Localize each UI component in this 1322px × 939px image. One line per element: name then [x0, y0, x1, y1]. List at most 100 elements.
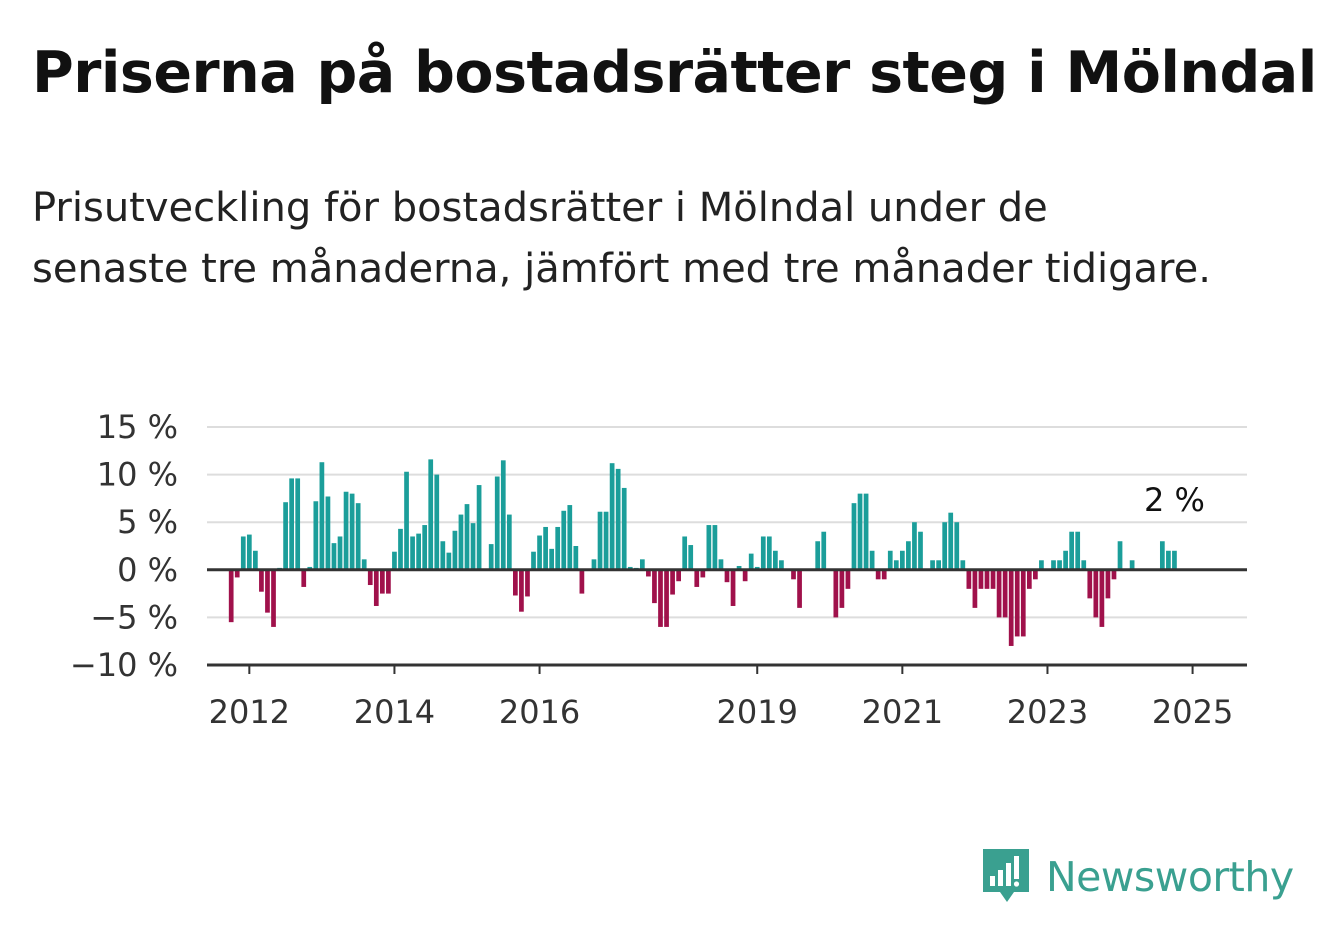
bar	[519, 569, 524, 612]
bar	[476, 485, 482, 570]
bar	[537, 535, 542, 570]
bar	[422, 525, 428, 570]
bar	[386, 569, 391, 594]
bar	[688, 545, 694, 570]
bar	[972, 569, 978, 608]
bar	[597, 511, 603, 570]
bar	[694, 569, 700, 587]
bar	[289, 478, 295, 570]
bar	[337, 536, 343, 570]
bar	[259, 569, 264, 592]
x-tick-label: 2016	[499, 693, 580, 731]
bar	[899, 550, 905, 570]
newsworthy-logo: Newsworthy	[980, 846, 1294, 908]
bar	[531, 551, 536, 570]
bar	[253, 550, 258, 570]
bar	[682, 536, 688, 570]
bar	[1057, 560, 1062, 570]
x-tick-label: 2014	[354, 693, 435, 731]
bar	[1159, 541, 1165, 570]
bar	[398, 528, 403, 570]
bar	[906, 541, 911, 570]
bar	[1111, 569, 1117, 580]
bar	[706, 525, 712, 570]
bar	[664, 569, 669, 627]
bar	[525, 569, 530, 597]
bar	[766, 536, 772, 570]
y-tick-label: −5 %	[90, 598, 178, 636]
bar	[942, 522, 948, 570]
bar	[1069, 531, 1075, 570]
bar	[428, 459, 434, 570]
bar	[579, 569, 585, 594]
x-tick-label: 2012	[209, 693, 290, 731]
bar	[464, 504, 470, 570]
bar	[730, 569, 736, 606]
bar	[912, 522, 917, 570]
bar	[1008, 569, 1014, 646]
bar	[748, 553, 754, 570]
bar	[954, 522, 960, 570]
bar	[1026, 569, 1032, 589]
bar	[500, 460, 506, 570]
bar	[1039, 560, 1044, 570]
bar	[742, 569, 748, 582]
bar	[373, 569, 379, 606]
bar	[930, 560, 935, 570]
bar	[1075, 531, 1081, 570]
bar	[1033, 569, 1038, 580]
bar	[434, 474, 440, 570]
x-tick-label: 2025	[1152, 693, 1233, 731]
bar	[1117, 541, 1123, 570]
bar	[392, 551, 397, 570]
bar	[458, 514, 464, 570]
bar	[410, 536, 415, 570]
bar	[494, 476, 500, 570]
bar	[1081, 560, 1087, 570]
bar	[978, 569, 984, 589]
bar	[821, 531, 827, 570]
bar	[845, 569, 851, 589]
bar	[1020, 569, 1026, 637]
bar	[301, 569, 307, 587]
bar	[881, 569, 887, 580]
bar	[1002, 569, 1008, 618]
y-tick-label: −10 %	[70, 646, 178, 684]
bar	[736, 565, 742, 570]
bar	[1063, 550, 1068, 570]
bar	[990, 569, 996, 589]
bar	[948, 512, 954, 570]
y-tick-label: 0 %	[117, 551, 178, 589]
bar	[700, 569, 706, 578]
bar	[549, 548, 555, 570]
y-tick-label: 5 %	[117, 503, 178, 541]
bar	[724, 569, 730, 583]
y-tick-label: 15 %	[97, 408, 178, 446]
bar	[591, 559, 597, 570]
bar	[265, 569, 270, 613]
bar	[779, 560, 784, 570]
bar	[996, 569, 1002, 618]
bar	[573, 546, 579, 570]
bar	[325, 496, 331, 570]
bar	[349, 493, 355, 570]
chart-subtitle: Prisutveckling för bostadsrätter i Mölnd…	[32, 185, 1211, 292]
bar	[543, 526, 548, 570]
bar	[718, 559, 724, 570]
newsworthy-logo-text: Newsworthy	[1046, 853, 1294, 901]
bar	[1172, 550, 1177, 570]
bar	[869, 550, 875, 570]
bar	[283, 502, 288, 570]
bar	[513, 569, 518, 596]
bar	[887, 550, 893, 570]
bar	[240, 536, 246, 570]
bar	[446, 552, 452, 570]
last-value-annotation: 2 %	[1144, 481, 1205, 519]
bar	[857, 493, 863, 570]
bar	[567, 505, 573, 570]
bar	[773, 550, 778, 570]
bar	[839, 569, 845, 608]
bar	[760, 536, 766, 570]
bar	[652, 569, 657, 604]
bar	[1105, 569, 1111, 599]
